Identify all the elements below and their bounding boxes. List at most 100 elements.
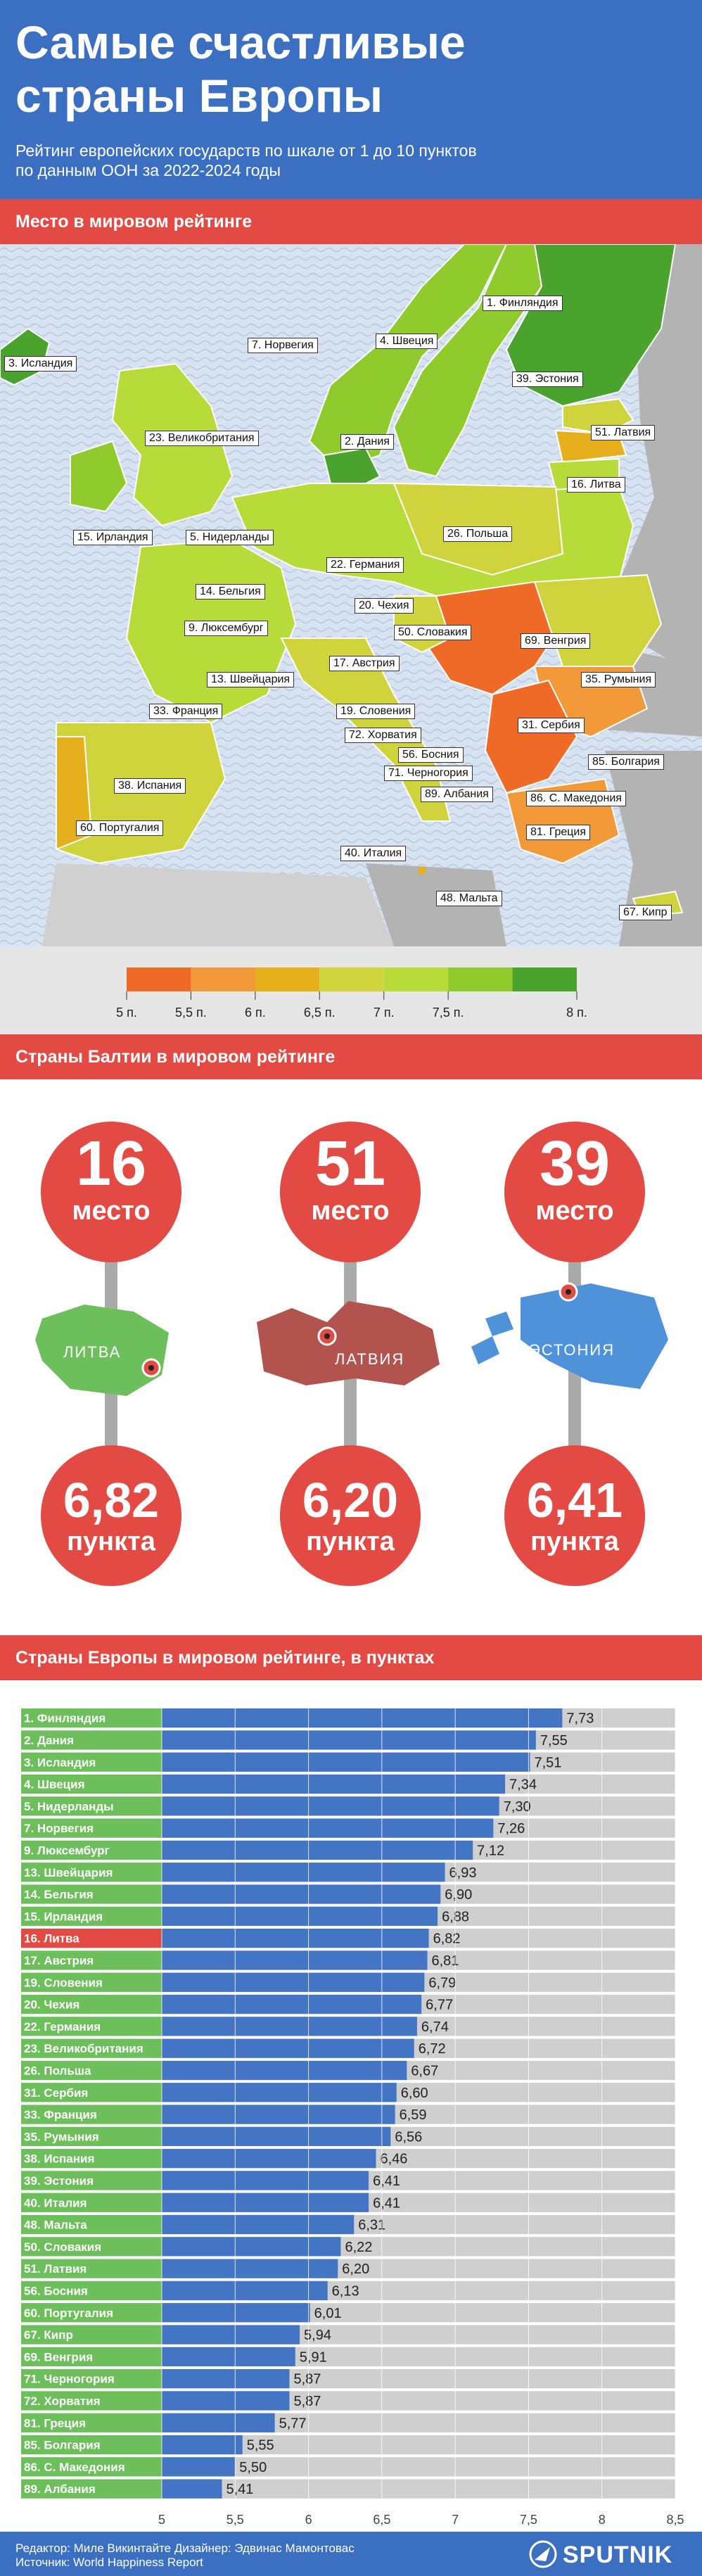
bar <box>162 1796 499 1816</box>
map-label: 35. Румыния <box>581 672 656 687</box>
category-label: 23. Великобритания <box>24 2042 143 2055</box>
credits: Редактор: Миле Викинтайте Дизайнер: Эдви… <box>15 2542 355 2569</box>
bar <box>162 1906 438 1926</box>
footer: Редактор: Миле Викинтайте Дизайнер: Эдви… <box>0 2532 702 2576</box>
category-label-bg <box>21 1818 162 1838</box>
map-label: 89. Албания <box>421 787 493 802</box>
category-label: 50. Словакия <box>24 2240 101 2254</box>
category-label-bg <box>21 2479 162 2499</box>
value-label: 6,56 <box>395 2129 422 2145</box>
category-label-bg <box>21 2369 162 2389</box>
x-tick-label: 8 <box>599 2513 606 2527</box>
value-label: 6,72 <box>419 2041 446 2057</box>
map-label: 19. Словения <box>336 704 416 719</box>
category-label: 22. Германия <box>24 2020 101 2033</box>
rank-circle-estonia: 39 место <box>504 1122 645 1262</box>
category-label-bg <box>21 2237 162 2257</box>
value-label: 6,77 <box>426 1998 453 2013</box>
value-label: 5,94 <box>304 2328 331 2343</box>
page-subtitle: Рейтинг европейских государств по шкале … <box>15 141 477 179</box>
section-title-bars: Страны Европы в мировом рейтинге, в пунк… <box>0 1635 702 1680</box>
category-label: 60. Португалия <box>24 2307 113 2320</box>
category-label-bg <box>21 2193 162 2212</box>
x-tick-label: 7 <box>452 2513 459 2527</box>
bar <box>162 2413 275 2432</box>
map-label: 50. Словакия <box>394 625 472 640</box>
value-label: 6,13 <box>332 2283 359 2299</box>
bar <box>162 1884 441 1904</box>
value-label: 6,60 <box>401 2086 428 2101</box>
baltic-panel: 16 место ЛИТВА 6,82 пункта 51 место ЛАТВ… <box>0 1079 702 1635</box>
bar <box>162 1994 422 2015</box>
legend-swatch <box>127 967 191 991</box>
value-label: 5,41 <box>226 2482 254 2497</box>
legend-swatch <box>512 967 577 991</box>
bar-track <box>162 2457 675 2477</box>
rank-circle-latvia: 51 место <box>280 1122 421 1262</box>
legend-tick-label: 5 п. <box>116 1005 137 1020</box>
map-label: 86. С. Македония <box>526 791 626 806</box>
category-label: 48. Мальта <box>24 2219 87 2232</box>
brand-name: SPUTNIK <box>563 2542 673 2568</box>
value-label: 5,87 <box>293 2394 321 2409</box>
value-label: 6,93 <box>449 1865 477 1881</box>
bar-track <box>162 2479 675 2499</box>
value-label: 5,55 <box>247 2438 274 2454</box>
category-label-bg <box>21 2171 162 2190</box>
category-label-bg <box>21 2038 162 2058</box>
value-label: 7,55 <box>540 1733 568 1749</box>
map-label: 16. Литва <box>567 477 625 493</box>
category-label-bg <box>21 2126 162 2146</box>
category-label-bg <box>21 2391 162 2411</box>
section-title-baltic: Страны Балтии в мировом рейтинге <box>0 1034 702 1079</box>
category-label-bg <box>21 2017 162 2036</box>
value-label: 6,20 <box>342 2261 369 2277</box>
category-label-bg <box>21 1972 162 1992</box>
map-label: 40. Италия <box>340 846 407 861</box>
category-label-bg <box>21 2303 162 2323</box>
x-tick-label: 7,5 <box>520 2513 537 2527</box>
bar <box>162 2457 236 2477</box>
map-label: 81. Греция <box>526 825 591 840</box>
map-label: 31. Сербия <box>518 718 585 733</box>
bar <box>162 1972 425 1992</box>
bar <box>162 1774 506 1794</box>
rank-circle-lithuania: 16 место <box>41 1122 181 1262</box>
bar <box>162 2479 222 2499</box>
page-title: Самые счастливые страны Европы <box>15 16 466 122</box>
category-label: 89. Албания <box>24 2482 96 2496</box>
map-label: 48. Мальта <box>436 891 502 906</box>
bar <box>162 2060 407 2081</box>
bar <box>162 1730 536 1750</box>
country-name-estonia: ЭСТОНИЯ <box>529 1341 615 1359</box>
value-label: 5,50 <box>239 2460 267 2475</box>
map-label: 2. Дания <box>340 434 394 450</box>
value-label: 6,41 <box>373 2174 400 2189</box>
bar <box>162 1863 445 1882</box>
map-label: 69. Венгрия <box>521 633 591 649</box>
bar <box>162 1929 429 1948</box>
category-label: 13. Швейцария <box>24 1866 113 1879</box>
map-label: 85. Болгария <box>588 754 664 770</box>
value-label: 5,77 <box>279 2416 307 2431</box>
category-label: 15. Ирландия <box>24 1910 103 1923</box>
x-tick-label: 5 <box>158 2513 165 2527</box>
map-label: 3. Исландия <box>4 356 77 372</box>
legend-tick-label: 7 п. <box>374 1005 395 1020</box>
bar <box>162 2259 338 2278</box>
bar <box>162 2435 243 2455</box>
category-label: 2. Дания <box>24 1734 74 1747</box>
category-label: 7. Норвегия <box>24 1822 94 1835</box>
value-label: 7,73 <box>566 1711 594 1727</box>
brand-logo <box>529 2540 557 2568</box>
value-label: 6,59 <box>400 2107 427 2123</box>
category-label-bg <box>21 2280 162 2301</box>
legend-tick-label: 8 п. <box>566 1005 587 1020</box>
category-label: 4. Швеция <box>24 1778 85 1791</box>
category-label: 31. Сербия <box>24 2086 88 2100</box>
category-label-bg <box>21 2105 162 2124</box>
map-label: 39. Эстония <box>512 372 583 387</box>
category-label: 5. Нидерланды <box>24 1800 114 1813</box>
bar <box>162 2083 397 2102</box>
value-label: 7,51 <box>535 1755 562 1770</box>
